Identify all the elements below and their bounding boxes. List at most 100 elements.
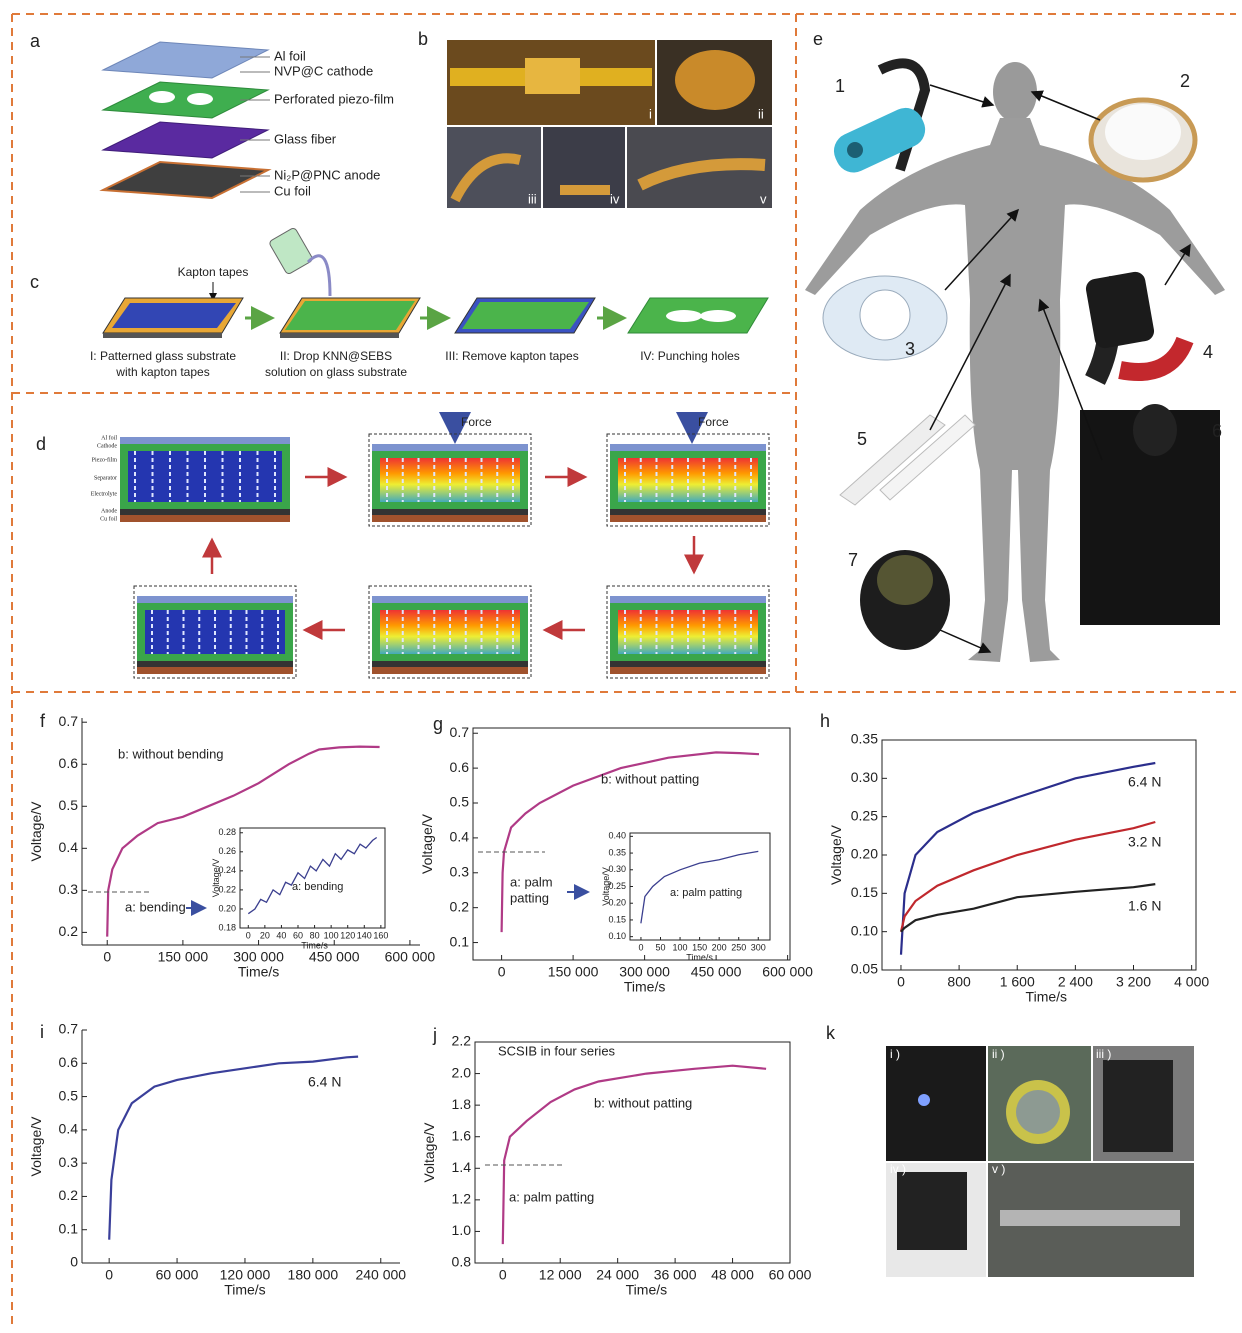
- panel-k: k i ) ii ) iii ) iv ) v ): [826, 1023, 1194, 1277]
- y-tick-label: 0.30: [851, 769, 878, 785]
- step-label: with kapton tapes: [115, 365, 209, 379]
- chart: 0.180.200.220.240.260.280204060801001201…: [211, 827, 388, 950]
- photo-label: i ): [890, 1047, 900, 1061]
- annotation: a: palm patting: [509, 1189, 594, 1204]
- x-tick-label: 0: [498, 963, 506, 979]
- x-tick-label: 120: [340, 930, 355, 940]
- annotation: patting: [510, 890, 549, 905]
- y-axis-title: Voltage/V: [211, 859, 221, 898]
- panel-letter: c: [30, 272, 39, 292]
- y-tick-label: 0.20: [608, 898, 626, 908]
- y-tick-label: 0.20: [851, 846, 878, 862]
- cu-foil: [120, 515, 290, 522]
- x-tick-label: 3 200: [1116, 973, 1151, 989]
- x-tick-label: 140: [357, 930, 372, 940]
- figure: a Al foil NVP@C cathode Perforated piezo…: [0, 0, 1242, 1333]
- x-tick-label: 24 000: [596, 1266, 639, 1282]
- y-tick-label: 0.7: [59, 713, 79, 729]
- x-tick-label: 450 000: [691, 963, 742, 979]
- x-tick-label: 240 000: [355, 1266, 406, 1282]
- x-tick-label: 50: [655, 942, 665, 952]
- cu-foil: [610, 515, 766, 522]
- y-tick-label: 0.7: [59, 1021, 79, 1037]
- x-tick-label: 2 400: [1058, 973, 1093, 989]
- x-tick-label: 150 000: [548, 963, 599, 979]
- chart: 0.050.100.150.200.250.300.3508001 6002 4…: [820, 711, 1209, 1005]
- y-tick-label: 0.1: [59, 1220, 79, 1236]
- series-label: 6.4 N: [1128, 774, 1161, 790]
- y-tick-label: 0.25: [851, 807, 878, 823]
- x-tick-label: 20: [260, 930, 270, 940]
- y-tick-label: 1.0: [452, 1222, 472, 1238]
- layer-label: NVP@C cathode: [274, 63, 373, 78]
- y-tick-label: 0.6: [450, 759, 470, 775]
- annotation: b: without patting: [594, 1095, 692, 1110]
- panel-c: c Kapton tapes I: Patterned glass substr…: [30, 227, 768, 379]
- x-axis-title: Time/s: [626, 1282, 667, 1298]
- al-foil: [120, 437, 290, 444]
- step-label: I: Patterned glass substrate: [90, 349, 236, 363]
- panel-letter: d: [36, 434, 46, 454]
- device-number: 5: [857, 429, 867, 449]
- panel-letter: b: [418, 29, 428, 49]
- anode: [372, 661, 528, 667]
- y-tick-label: 0.15: [608, 914, 626, 924]
- y-tick-label: 0.24: [218, 865, 236, 875]
- layer-label: Glass fiber: [274, 131, 337, 146]
- x-axis-title: Time/s: [224, 1282, 265, 1298]
- device-number: 7: [848, 550, 858, 570]
- device-number: 4: [1203, 342, 1213, 362]
- y-tick-label: 0.5: [450, 794, 470, 810]
- x-tick-label: 160: [373, 930, 388, 940]
- annotation: SCSIB in four series: [498, 1043, 616, 1058]
- y-tick-label: 1.8: [452, 1096, 472, 1112]
- device-number: 6: [1212, 421, 1222, 441]
- x-tick-label: 12 000: [539, 1266, 582, 1282]
- plot-frame: [240, 828, 385, 928]
- x-tick-label: 0: [499, 1266, 507, 1282]
- x-axis-title: Time/s: [1026, 989, 1067, 1005]
- y-tick-label: 0.1: [450, 933, 470, 949]
- y-tick-label: 0.6: [59, 755, 79, 771]
- layer-label: Cu foil: [274, 183, 311, 198]
- panel-d: d Al foil Cathode Piezo-film Separator E…: [36, 415, 769, 678]
- y-tick-label: 1.6: [452, 1127, 472, 1143]
- panel-a: a Al foil NVP@C cathode Perforated piezo…: [30, 31, 394, 199]
- annotation: a: bending: [292, 881, 343, 893]
- series-label: 6.4 N: [308, 1074, 341, 1090]
- cu-foil: [137, 667, 293, 674]
- step-label: solution on glass substrate: [265, 365, 407, 379]
- y-axis-title: Voltage/V: [601, 867, 611, 906]
- x-tick-label: 80: [310, 930, 320, 940]
- x-tick-label: 150: [692, 942, 707, 952]
- x-tick-label: 60 000: [769, 1266, 812, 1282]
- y-tick-label: 0.10: [851, 922, 878, 938]
- x-tick-label: 0: [105, 1266, 113, 1282]
- x-tick-label: 0: [638, 942, 643, 952]
- al-foil: [610, 444, 766, 451]
- x-tick-label: 4 000: [1174, 973, 1209, 989]
- x-tick-label: 0: [103, 948, 111, 964]
- al-foil: [610, 596, 766, 603]
- step-label: III: Remove kapton tapes: [445, 349, 578, 363]
- x-tick-label: 0: [246, 930, 251, 940]
- y-tick-label: 0.18: [218, 922, 236, 932]
- y-tick-label: 0.2: [59, 1187, 79, 1203]
- panel-letter: j: [432, 1025, 437, 1045]
- x-tick-label: 40: [276, 930, 286, 940]
- cu-foil: [372, 515, 528, 522]
- y-tick-label: 0.35: [851, 731, 878, 747]
- x-tick-label: 300 000: [233, 948, 284, 964]
- annotation: b: without patting: [601, 771, 699, 786]
- x-tick-label: 48 000: [711, 1266, 754, 1282]
- y-tick-label: 0.8: [452, 1254, 472, 1270]
- x-tick-label: 600 000: [762, 963, 813, 979]
- y-tick-label: 0.35: [608, 847, 626, 857]
- force-label: Force: [698, 415, 729, 429]
- panel-letter: g: [433, 714, 443, 734]
- anode: [120, 509, 290, 515]
- photo-label: v ): [992, 1162, 1005, 1176]
- photo-label: iv: [610, 191, 620, 206]
- y-tick-label: 0.4: [450, 829, 470, 845]
